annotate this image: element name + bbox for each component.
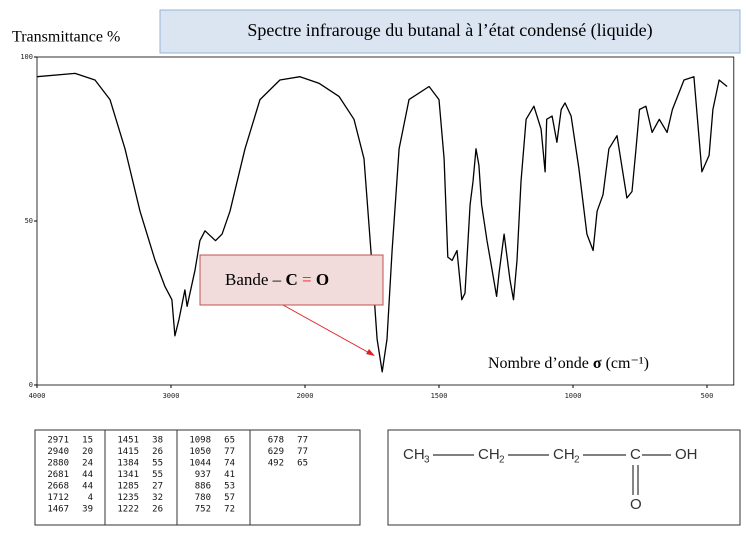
table-transmittance: 55 <box>152 459 163 469</box>
y-tick-label: 50 <box>25 217 33 225</box>
formula-group: CH <box>403 446 425 463</box>
y-axis-label: Transmittance % <box>12 29 120 46</box>
annotation-box <box>199 254 384 306</box>
table-wavenumber: 752 <box>195 505 211 515</box>
y-tick-label: 0 <box>29 381 33 389</box>
formula: CH 3 CH 2 CH 2 C OHO <box>403 446 698 513</box>
formula-sub: 2 <box>574 455 580 466</box>
table-transmittance: 41 <box>224 470 235 480</box>
plot: 0 50 100 4000 3000 2000 1500 1000 500 <box>20 53 735 400</box>
annotation-text: O <box>316 270 329 289</box>
table-transmittance: 74 <box>224 459 235 469</box>
table-transmittance: 4 <box>88 493 93 503</box>
chart-title: Spectre infrarouge du butanal à l’état c… <box>247 20 652 41</box>
table-wavenumber: 1467 <box>47 505 69 515</box>
table-wavenumber: 1451 <box>117 436 139 446</box>
table-transmittance: 38 <box>152 436 163 446</box>
table-transmittance: 24 <box>82 459 93 469</box>
x-label-text: Nombre d’onde <box>488 355 593 372</box>
peak-table-box <box>34 429 361 526</box>
plot-frame <box>36 56 735 386</box>
annotation-arrow <box>282 304 374 356</box>
table-transmittance: 72 <box>224 505 235 515</box>
table-wavenumber: 1415 <box>117 447 139 457</box>
table-transmittance: 65 <box>297 459 308 469</box>
x-tick-label: 3000 <box>163 392 180 400</box>
table-wavenumber: 629 <box>268 447 284 457</box>
table-wavenumber: 2880 <box>47 459 69 469</box>
table-transmittance: 26 <box>152 505 163 515</box>
table-transmittance: 57 <box>224 493 235 503</box>
table-transmittance: 77 <box>224 447 235 457</box>
table-wavenumber: 492 <box>268 459 284 469</box>
table-wavenumber: 1222 <box>117 505 139 515</box>
x-tick-label: 2000 <box>297 392 314 400</box>
spectrum-line <box>36 72 728 373</box>
table-wavenumber: 886 <box>195 482 211 492</box>
x-tick-label: 500 <box>701 392 714 400</box>
formula-group: C <box>630 446 641 463</box>
table-wavenumber: 780 <box>195 493 211 503</box>
annotation: Bande – C = O <box>225 270 329 289</box>
table-wavenumber: 1712 <box>47 493 69 503</box>
table-transmittance: 26 <box>152 447 163 457</box>
x-label-text: (cm⁻¹) <box>602 355 649 372</box>
table-transmittance: 53 <box>224 482 235 492</box>
formula-group: CH <box>553 446 575 463</box>
table-transmittance: 27 <box>152 482 163 492</box>
table-transmittance: 32 <box>152 493 163 503</box>
table-wavenumber: 1044 <box>189 459 211 469</box>
table-transmittance: 77 <box>297 447 308 457</box>
table-wavenumber: 2971 <box>47 436 69 446</box>
formula-group: OH <box>675 446 698 463</box>
formula-sub: 3 <box>424 455 430 466</box>
annotation-text: Bande – <box>225 270 285 289</box>
table-wavenumber: 2681 <box>47 470 69 480</box>
table-transmittance: 44 <box>82 482 93 492</box>
formula-box <box>387 429 741 526</box>
arrow-head <box>366 349 375 356</box>
annotation-text: C <box>285 270 297 289</box>
table-wavenumber: 1341 <box>117 470 139 480</box>
formula-sub: 2 <box>499 455 505 466</box>
table-transmittance: 20 <box>82 447 93 457</box>
table-wavenumber: 1235 <box>117 493 139 503</box>
x-tick-label: 4000 <box>29 392 46 400</box>
table-wavenumber: 678 <box>268 436 284 446</box>
x-tick-label: 1500 <box>431 392 448 400</box>
table-transmittance: 15 <box>82 436 93 446</box>
y-tick-label: 100 <box>20 53 33 61</box>
table-wavenumber: 1098 <box>189 436 211 446</box>
table-transmittance: 77 <box>297 436 308 446</box>
title-box <box>159 9 741 54</box>
formula-oxygen: O <box>630 496 642 513</box>
table-transmittance: 39 <box>82 505 93 515</box>
annotation-text: = <box>298 270 316 289</box>
table-wavenumber: 1384 <box>117 459 139 469</box>
table-wavenumber: 2668 <box>47 482 69 492</box>
table-wavenumber: 2940 <box>47 447 69 457</box>
table-wavenumber: 1285 <box>117 482 139 492</box>
x-tick-label: 1000 <box>565 392 582 400</box>
table-transmittance: 55 <box>152 470 163 480</box>
x-label-text: σ <box>593 355 602 372</box>
table-transmittance: 44 <box>82 470 93 480</box>
table-transmittance: 65 <box>224 436 235 446</box>
formula-group: CH <box>478 446 500 463</box>
table-wavenumber: 1050 <box>189 447 211 457</box>
x-axis-label: Nombre d’onde σ (cm⁻¹) <box>488 355 649 372</box>
table-wavenumber: 937 <box>195 470 211 480</box>
